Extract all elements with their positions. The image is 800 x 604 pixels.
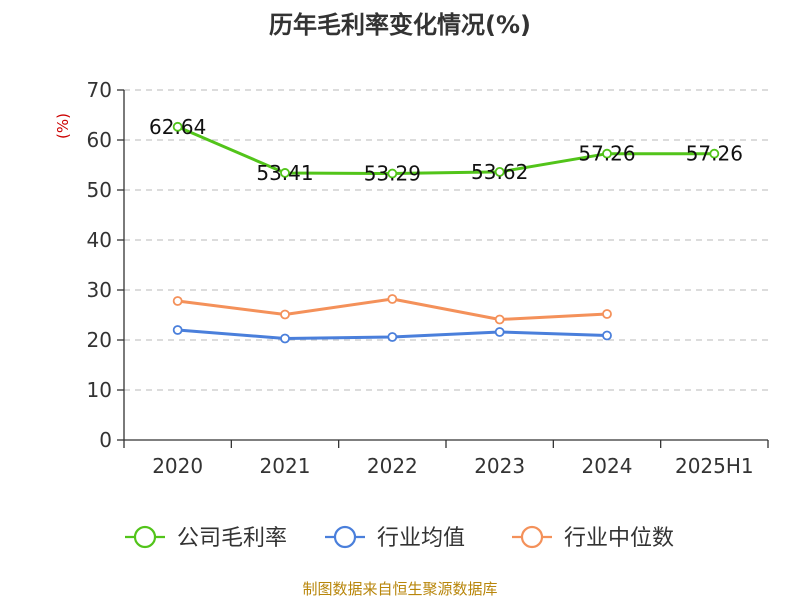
data-point <box>494 314 505 325</box>
data-label: 62.64 <box>149 115 206 139</box>
data-point <box>387 332 398 342</box>
data-label: 53.41 <box>256 161 313 185</box>
y-axis-label: (%) <box>54 113 72 139</box>
legend-marker <box>133 525 157 549</box>
grid-layer <box>124 89 768 391</box>
x-tick-label: 2024 <box>582 454 633 478</box>
legend-label: 行业中位数 <box>564 526 674 551</box>
data-label: 57.26 <box>686 142 743 166</box>
data-point <box>172 296 183 306</box>
data-point <box>172 121 183 132</box>
y-tick-label: 70 <box>87 78 112 102</box>
y-tick-label: 20 <box>87 328 112 352</box>
y-tick-label: 60 <box>87 128 112 152</box>
y-tick-label: 0 <box>99 428 112 452</box>
x-tick-label: 2020 <box>152 454 203 478</box>
data-label: 53.29 <box>364 162 421 186</box>
data-point <box>280 333 290 344</box>
x-tick-label: 2025H1 <box>675 454 754 478</box>
data-point <box>494 166 505 177</box>
data-point <box>387 294 398 304</box>
series-layer <box>172 121 720 344</box>
y-tick-label: 40 <box>87 228 112 252</box>
data-label-layer: 62.64 53.41 53.29 53.62 57.26 57.26 <box>149 115 743 186</box>
data-point <box>709 148 720 159</box>
series-line <box>176 125 716 176</box>
legend-item: 行业均值 <box>325 525 465 551</box>
data-point <box>172 325 183 335</box>
y-tick-label: 30 <box>87 278 112 302</box>
legend-label: 公司毛利率 <box>177 526 287 551</box>
legend: 公司毛利率 行业均值 行业中位数 <box>125 525 674 551</box>
data-point <box>280 309 290 320</box>
source-note: 制图数据来自恒生聚源数据库 <box>302 580 497 598</box>
data-point <box>387 168 398 179</box>
data-label: 53.62 <box>471 160 528 184</box>
y-tick-label: 50 <box>87 178 112 202</box>
data-point <box>602 148 612 159</box>
data-point <box>602 330 612 341</box>
chart-title: 历年毛利率变化情况(%) <box>269 11 531 39</box>
legend-marker <box>520 525 544 549</box>
axis-layer: 0 10 20 30 40 50 60 70 2020 2021 2022 2023 2024 2025H… <box>87 78 769 478</box>
x-tick-label: 2021 <box>260 454 311 478</box>
x-tick-label: 2023 <box>474 454 525 478</box>
legend-item: 行业中位数 <box>512 525 674 551</box>
data-point <box>280 168 290 178</box>
legend-label: 行业均值 <box>377 526 465 551</box>
data-label: 57.26 <box>578 142 635 166</box>
legend-marker <box>333 525 357 549</box>
legend-item: 公司毛利率 <box>125 525 287 551</box>
y-tick-label: 10 <box>87 378 112 402</box>
data-point <box>494 327 505 337</box>
x-tick-label: 2022 <box>367 454 418 478</box>
data-point <box>602 309 612 319</box>
